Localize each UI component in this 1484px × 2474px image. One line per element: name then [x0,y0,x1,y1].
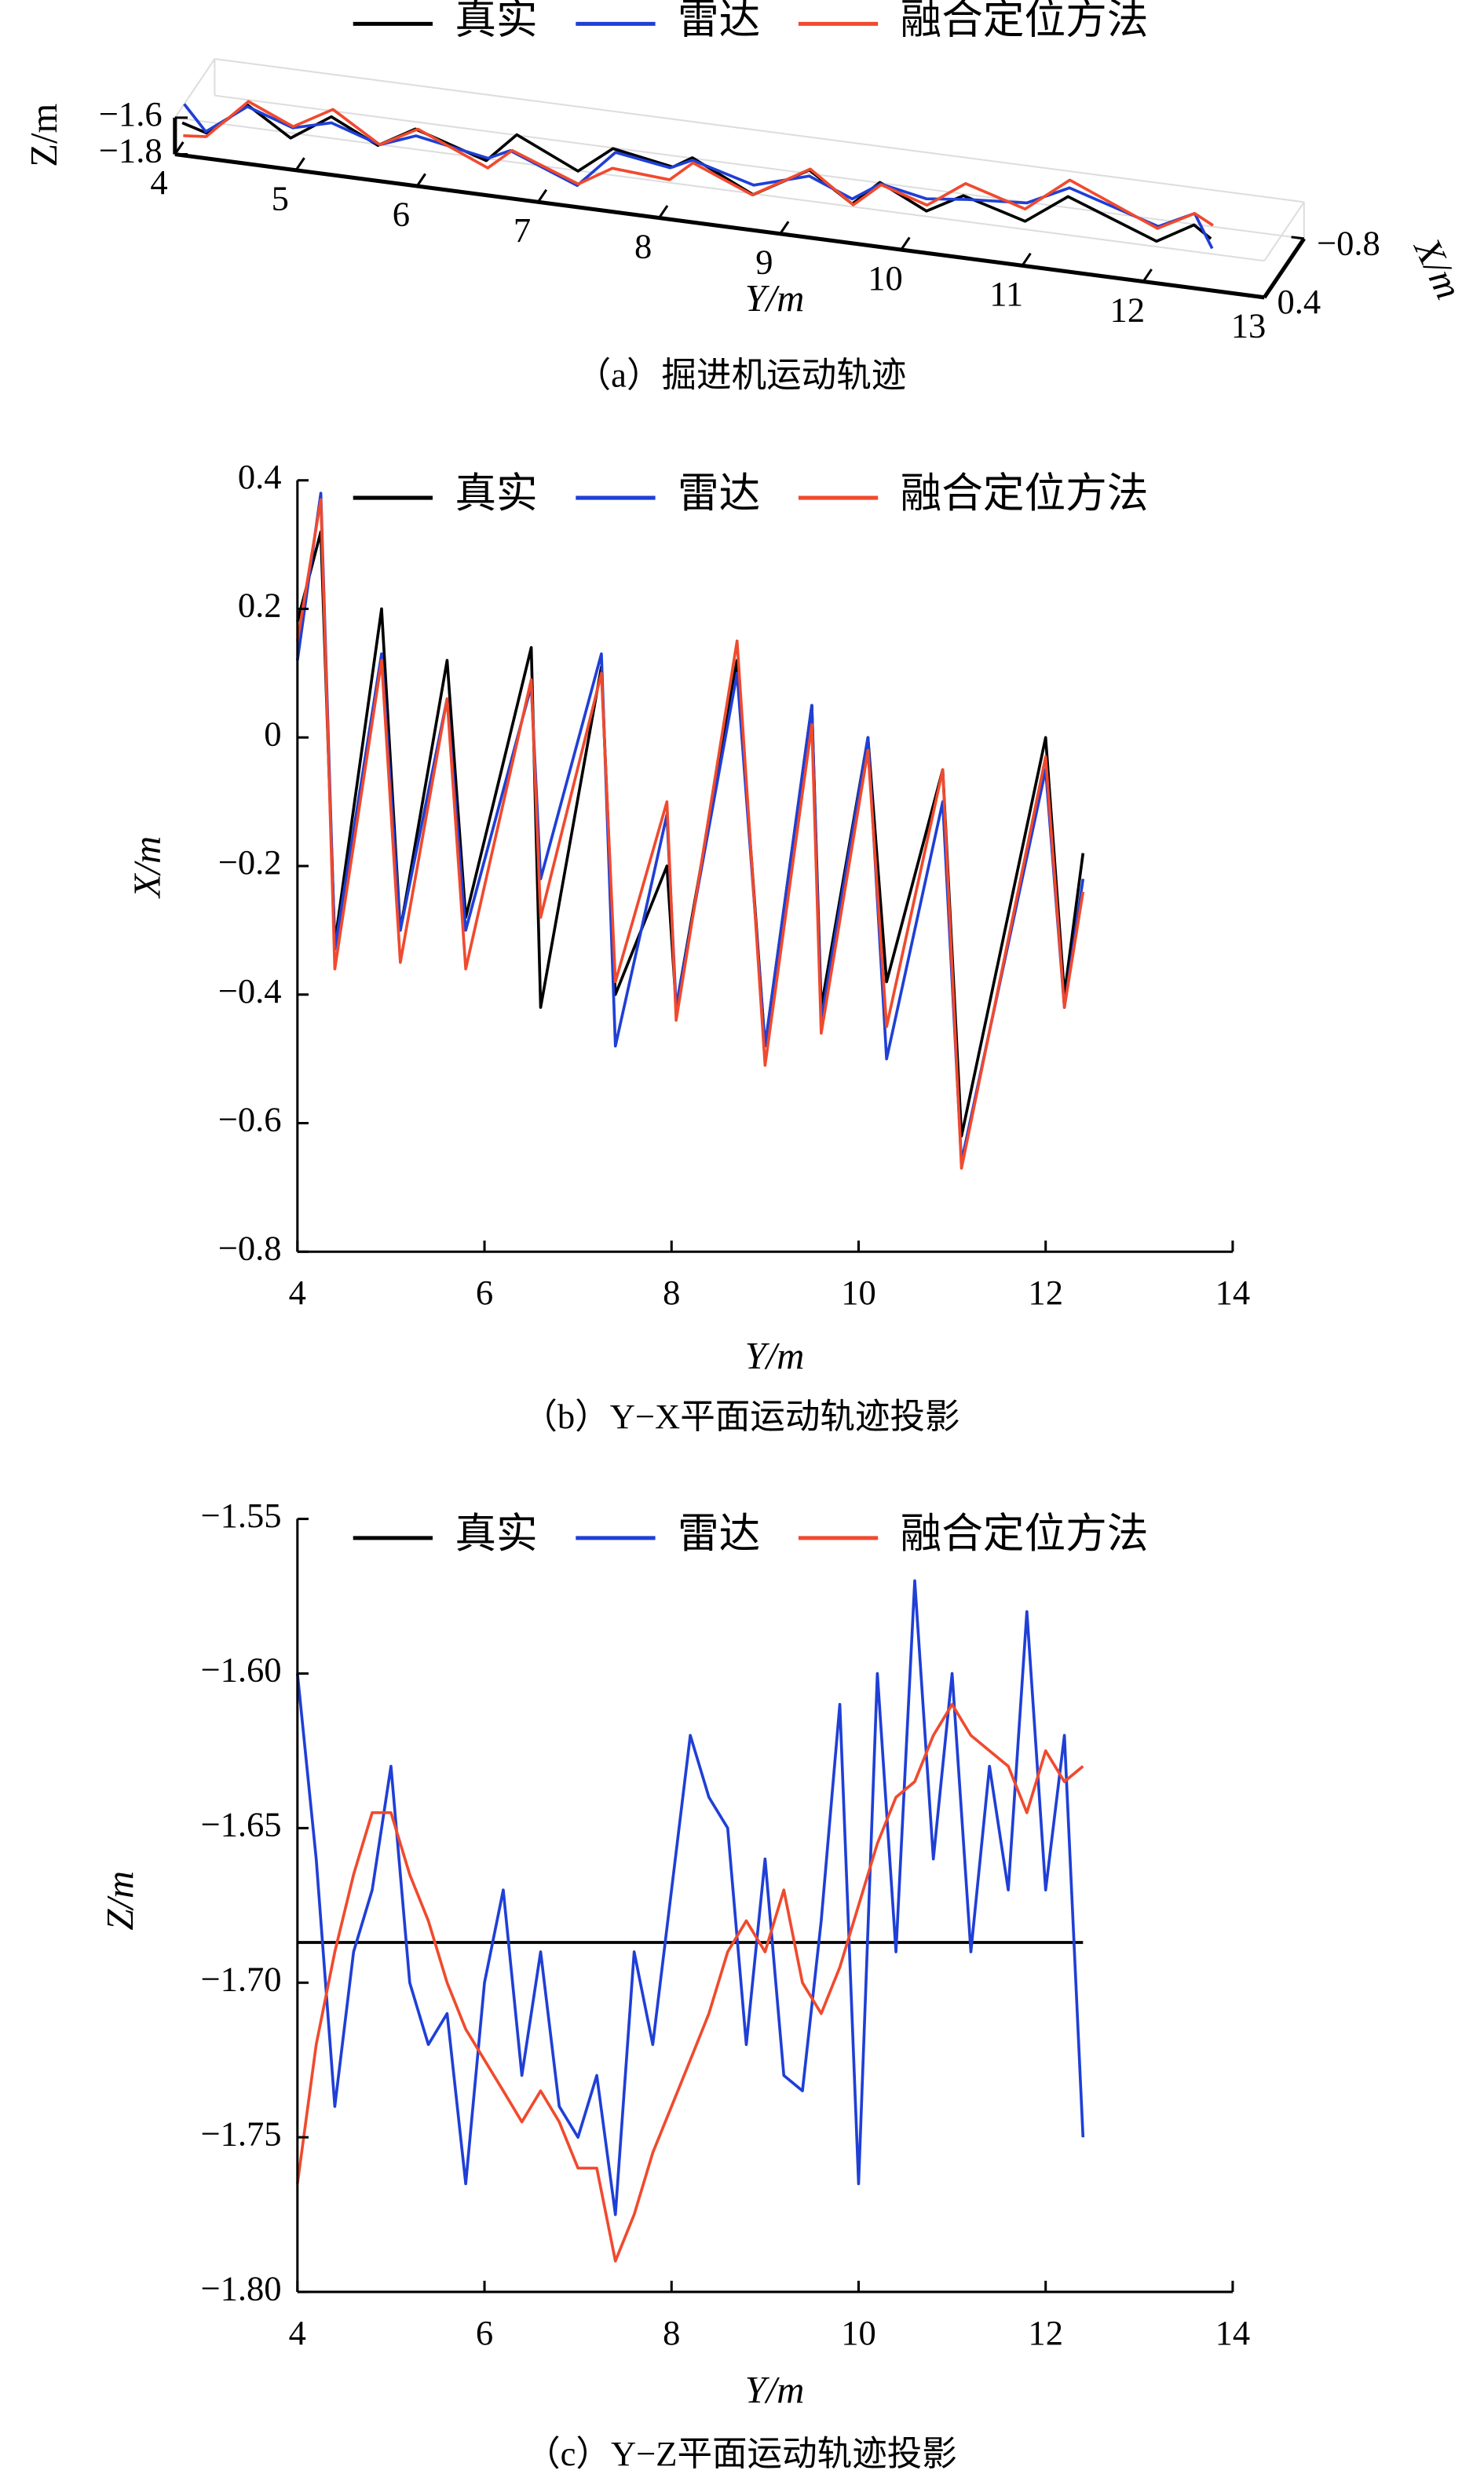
x-tick-label: 9 [755,243,773,282]
legend-label: 融合定位方法 [901,0,1149,42]
x-tick-label: 4 [289,1273,306,1312]
series-line [296,498,1085,1170]
x-tick-label: 11 [989,274,1023,313]
z-tick-label: −1.8 [99,131,163,170]
y-tick [1291,236,1304,240]
y-tick-label: −0.2 [218,842,282,882]
x-tick-label: 12 [1110,290,1146,329]
box-edge [1263,201,1305,261]
y-tick-label: −1.60 [200,1650,281,1690]
legend-label: 真实 [455,1511,537,1557]
box-edge [174,116,1265,262]
legend-label: 雷达 [678,1511,760,1557]
caption: （b）Y−X平面运动轨迹投影 [522,1397,959,1436]
caption: （c）Y−Z平面运动轨迹投影 [525,2434,957,2473]
legend-label: 真实 [455,0,537,42]
x-tick-label: 8 [663,1273,680,1312]
x-tick-label: 13 [1231,306,1267,345]
y-tick-label: 0.2 [238,586,282,625]
legend-label: 融合定位方法 [901,1511,1149,1557]
x-axis-label: Y/m [745,2369,805,2411]
box-edge [214,58,1304,203]
box-edge [214,94,1304,239]
series-line [183,100,1214,230]
y-axis [174,152,1265,300]
x-tick-label: 6 [393,195,410,234]
series-line [296,492,1085,1164]
x-tick [658,205,669,219]
x-tick-label: 10 [841,1273,876,1312]
legend-label: 真实 [455,471,537,517]
x-tick-label: 7 [514,210,531,250]
x-tick [415,173,426,187]
y-axis-label: X/m [1405,231,1471,306]
y-tick-label: −0.8 [218,1228,282,1267]
x-axis-label: Y/m [745,1335,805,1377]
series-line [295,1579,1085,2216]
x-tick [174,141,185,155]
x-tick-label: 8 [634,226,652,265]
series-line [183,103,1214,250]
y-tick-label: −1.80 [200,2268,281,2308]
caption: （a）掘进机运动轨迹 [576,355,907,394]
legend-label: 融合定位方法 [901,471,1149,517]
x-tick-label: 12 [1028,1273,1063,1312]
series-line [296,530,1085,1138]
y-tick-label: 0.4 [238,457,282,496]
x-tick-label: 14 [1215,2313,1251,2352]
y-tick-label: −1.65 [200,1805,281,1844]
y-tick [1251,294,1265,299]
y-tick-label: −0.4 [218,971,282,1010]
y-axis-label: Z/m [99,1871,141,1931]
x-tick [779,221,790,235]
x-tick [537,188,548,203]
x-axis-label: Y/m [745,277,805,320]
x-tick-label: 5 [272,178,289,217]
series-line [296,1702,1084,2263]
y-tick-label: 0.4 [1277,282,1321,321]
x-tick-label: 8 [663,2313,680,2352]
z-axis-label: Z/m [23,103,65,166]
y-tick-label: −0.8 [1317,223,1380,262]
y-tick-label: −1.55 [200,1496,281,1535]
x-tick-label: 4 [150,163,167,202]
z-tick-label: −1.6 [99,94,163,133]
box-edge [174,58,216,119]
x-tick-label: 14 [1215,1273,1251,1312]
x-tick-label: 10 [841,2313,876,2352]
y-tick-label: 0 [264,714,281,753]
x-tick-label: 6 [476,2313,493,2352]
legend-label: 雷达 [678,0,760,42]
x-tick [1021,252,1032,267]
x-tick [294,157,305,171]
x-tick [1142,269,1153,283]
y-tick-label: −1.70 [200,1959,281,1998]
x-tick [1263,284,1274,298]
y-tick-label: −1.75 [200,2114,281,2153]
x-tick-label: 6 [476,1273,493,1312]
y-tick-label: −0.6 [218,1100,282,1139]
y-axis-label: X/m [126,836,169,899]
x-tick [900,236,911,250]
x-tick-label: 10 [868,258,903,298]
legend-label: 雷达 [678,471,760,517]
x-tick-label: 4 [289,2313,306,2352]
x-tick-label: 12 [1028,2313,1063,2352]
